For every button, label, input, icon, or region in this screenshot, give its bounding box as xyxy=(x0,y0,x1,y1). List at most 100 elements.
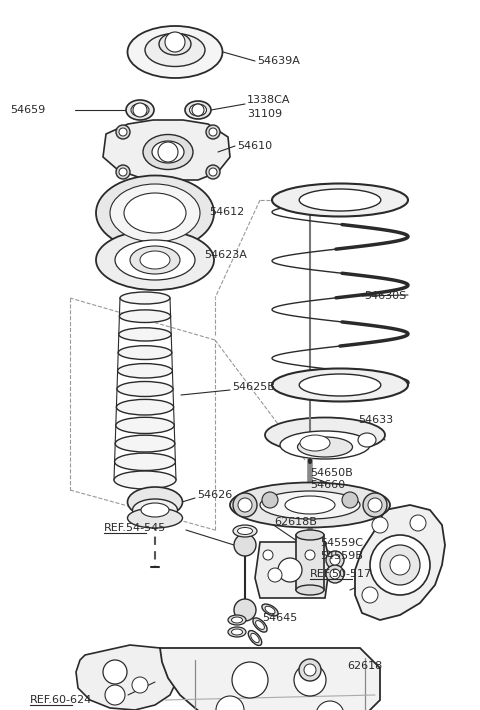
Ellipse shape xyxy=(131,104,149,116)
Ellipse shape xyxy=(231,629,242,635)
Ellipse shape xyxy=(124,193,186,233)
Circle shape xyxy=(342,492,358,508)
Circle shape xyxy=(209,128,217,136)
Ellipse shape xyxy=(117,400,174,415)
Circle shape xyxy=(216,696,244,710)
Text: 54659: 54659 xyxy=(10,105,45,115)
Circle shape xyxy=(233,493,257,517)
Text: 54650B: 54650B xyxy=(310,468,353,478)
Circle shape xyxy=(363,493,387,517)
Ellipse shape xyxy=(132,499,178,521)
Circle shape xyxy=(326,551,344,569)
Ellipse shape xyxy=(114,471,176,489)
Circle shape xyxy=(299,659,321,681)
Ellipse shape xyxy=(117,381,173,396)
Circle shape xyxy=(305,550,315,560)
Circle shape xyxy=(232,662,268,698)
Circle shape xyxy=(372,517,388,533)
Ellipse shape xyxy=(228,615,246,625)
Circle shape xyxy=(132,677,148,693)
Ellipse shape xyxy=(296,585,324,595)
Ellipse shape xyxy=(152,141,184,163)
Ellipse shape xyxy=(299,374,381,396)
Ellipse shape xyxy=(118,346,172,359)
Text: 54559B: 54559B xyxy=(320,551,363,561)
Circle shape xyxy=(116,165,130,179)
Ellipse shape xyxy=(262,604,278,616)
Circle shape xyxy=(330,569,340,579)
Ellipse shape xyxy=(358,433,376,447)
Circle shape xyxy=(234,599,256,621)
Ellipse shape xyxy=(265,606,275,613)
Ellipse shape xyxy=(120,310,170,322)
Text: 54626: 54626 xyxy=(197,490,232,500)
Ellipse shape xyxy=(96,175,214,251)
Polygon shape xyxy=(296,535,324,590)
Circle shape xyxy=(390,555,410,575)
Ellipse shape xyxy=(115,240,195,280)
Text: 54623A: 54623A xyxy=(204,250,247,260)
Text: REF.60-624: REF.60-624 xyxy=(30,695,92,705)
Ellipse shape xyxy=(140,251,170,269)
Polygon shape xyxy=(160,648,380,710)
Ellipse shape xyxy=(255,621,264,630)
Ellipse shape xyxy=(115,453,175,471)
Ellipse shape xyxy=(128,487,182,517)
Polygon shape xyxy=(103,120,230,180)
Circle shape xyxy=(368,498,382,512)
Ellipse shape xyxy=(141,503,169,517)
Ellipse shape xyxy=(260,491,360,519)
Ellipse shape xyxy=(300,435,330,451)
Circle shape xyxy=(316,701,344,710)
Ellipse shape xyxy=(185,101,211,119)
Text: 62618B: 62618B xyxy=(274,517,317,527)
Ellipse shape xyxy=(231,617,242,623)
Ellipse shape xyxy=(128,26,223,78)
Circle shape xyxy=(304,664,316,676)
Text: 54612: 54612 xyxy=(209,207,244,217)
Ellipse shape xyxy=(130,246,180,274)
Ellipse shape xyxy=(126,100,154,120)
Ellipse shape xyxy=(116,417,174,434)
Text: 54645: 54645 xyxy=(263,613,298,623)
Ellipse shape xyxy=(238,528,252,535)
Text: 54625B: 54625B xyxy=(232,382,275,392)
Circle shape xyxy=(206,125,220,139)
Ellipse shape xyxy=(230,483,390,528)
Circle shape xyxy=(326,565,344,583)
Circle shape xyxy=(116,125,130,139)
Text: 1338CA: 1338CA xyxy=(247,95,290,105)
Ellipse shape xyxy=(119,328,171,341)
Ellipse shape xyxy=(248,630,262,645)
Ellipse shape xyxy=(118,364,172,378)
Polygon shape xyxy=(76,645,178,710)
Circle shape xyxy=(238,498,252,512)
Circle shape xyxy=(362,587,378,603)
Circle shape xyxy=(268,568,282,582)
Circle shape xyxy=(165,32,185,52)
Circle shape xyxy=(234,534,256,556)
Text: 62618: 62618 xyxy=(347,661,382,671)
Ellipse shape xyxy=(143,134,193,170)
Ellipse shape xyxy=(228,627,246,637)
Circle shape xyxy=(105,685,125,705)
Circle shape xyxy=(263,550,273,560)
Ellipse shape xyxy=(159,33,191,55)
Ellipse shape xyxy=(265,417,385,452)
Text: 54633: 54633 xyxy=(358,415,393,425)
Circle shape xyxy=(262,492,278,508)
Ellipse shape xyxy=(296,530,324,540)
Circle shape xyxy=(192,104,204,116)
Text: 54639A: 54639A xyxy=(257,56,300,66)
Text: 54559C: 54559C xyxy=(320,538,363,548)
Text: 54660: 54660 xyxy=(310,480,345,490)
Text: REF.50-517: REF.50-517 xyxy=(310,569,372,579)
Text: 54630S: 54630S xyxy=(364,291,406,301)
Ellipse shape xyxy=(96,230,214,290)
Polygon shape xyxy=(355,505,445,620)
Circle shape xyxy=(330,555,340,565)
Circle shape xyxy=(133,103,147,117)
Circle shape xyxy=(380,545,420,585)
Ellipse shape xyxy=(285,496,335,514)
Circle shape xyxy=(278,558,302,582)
